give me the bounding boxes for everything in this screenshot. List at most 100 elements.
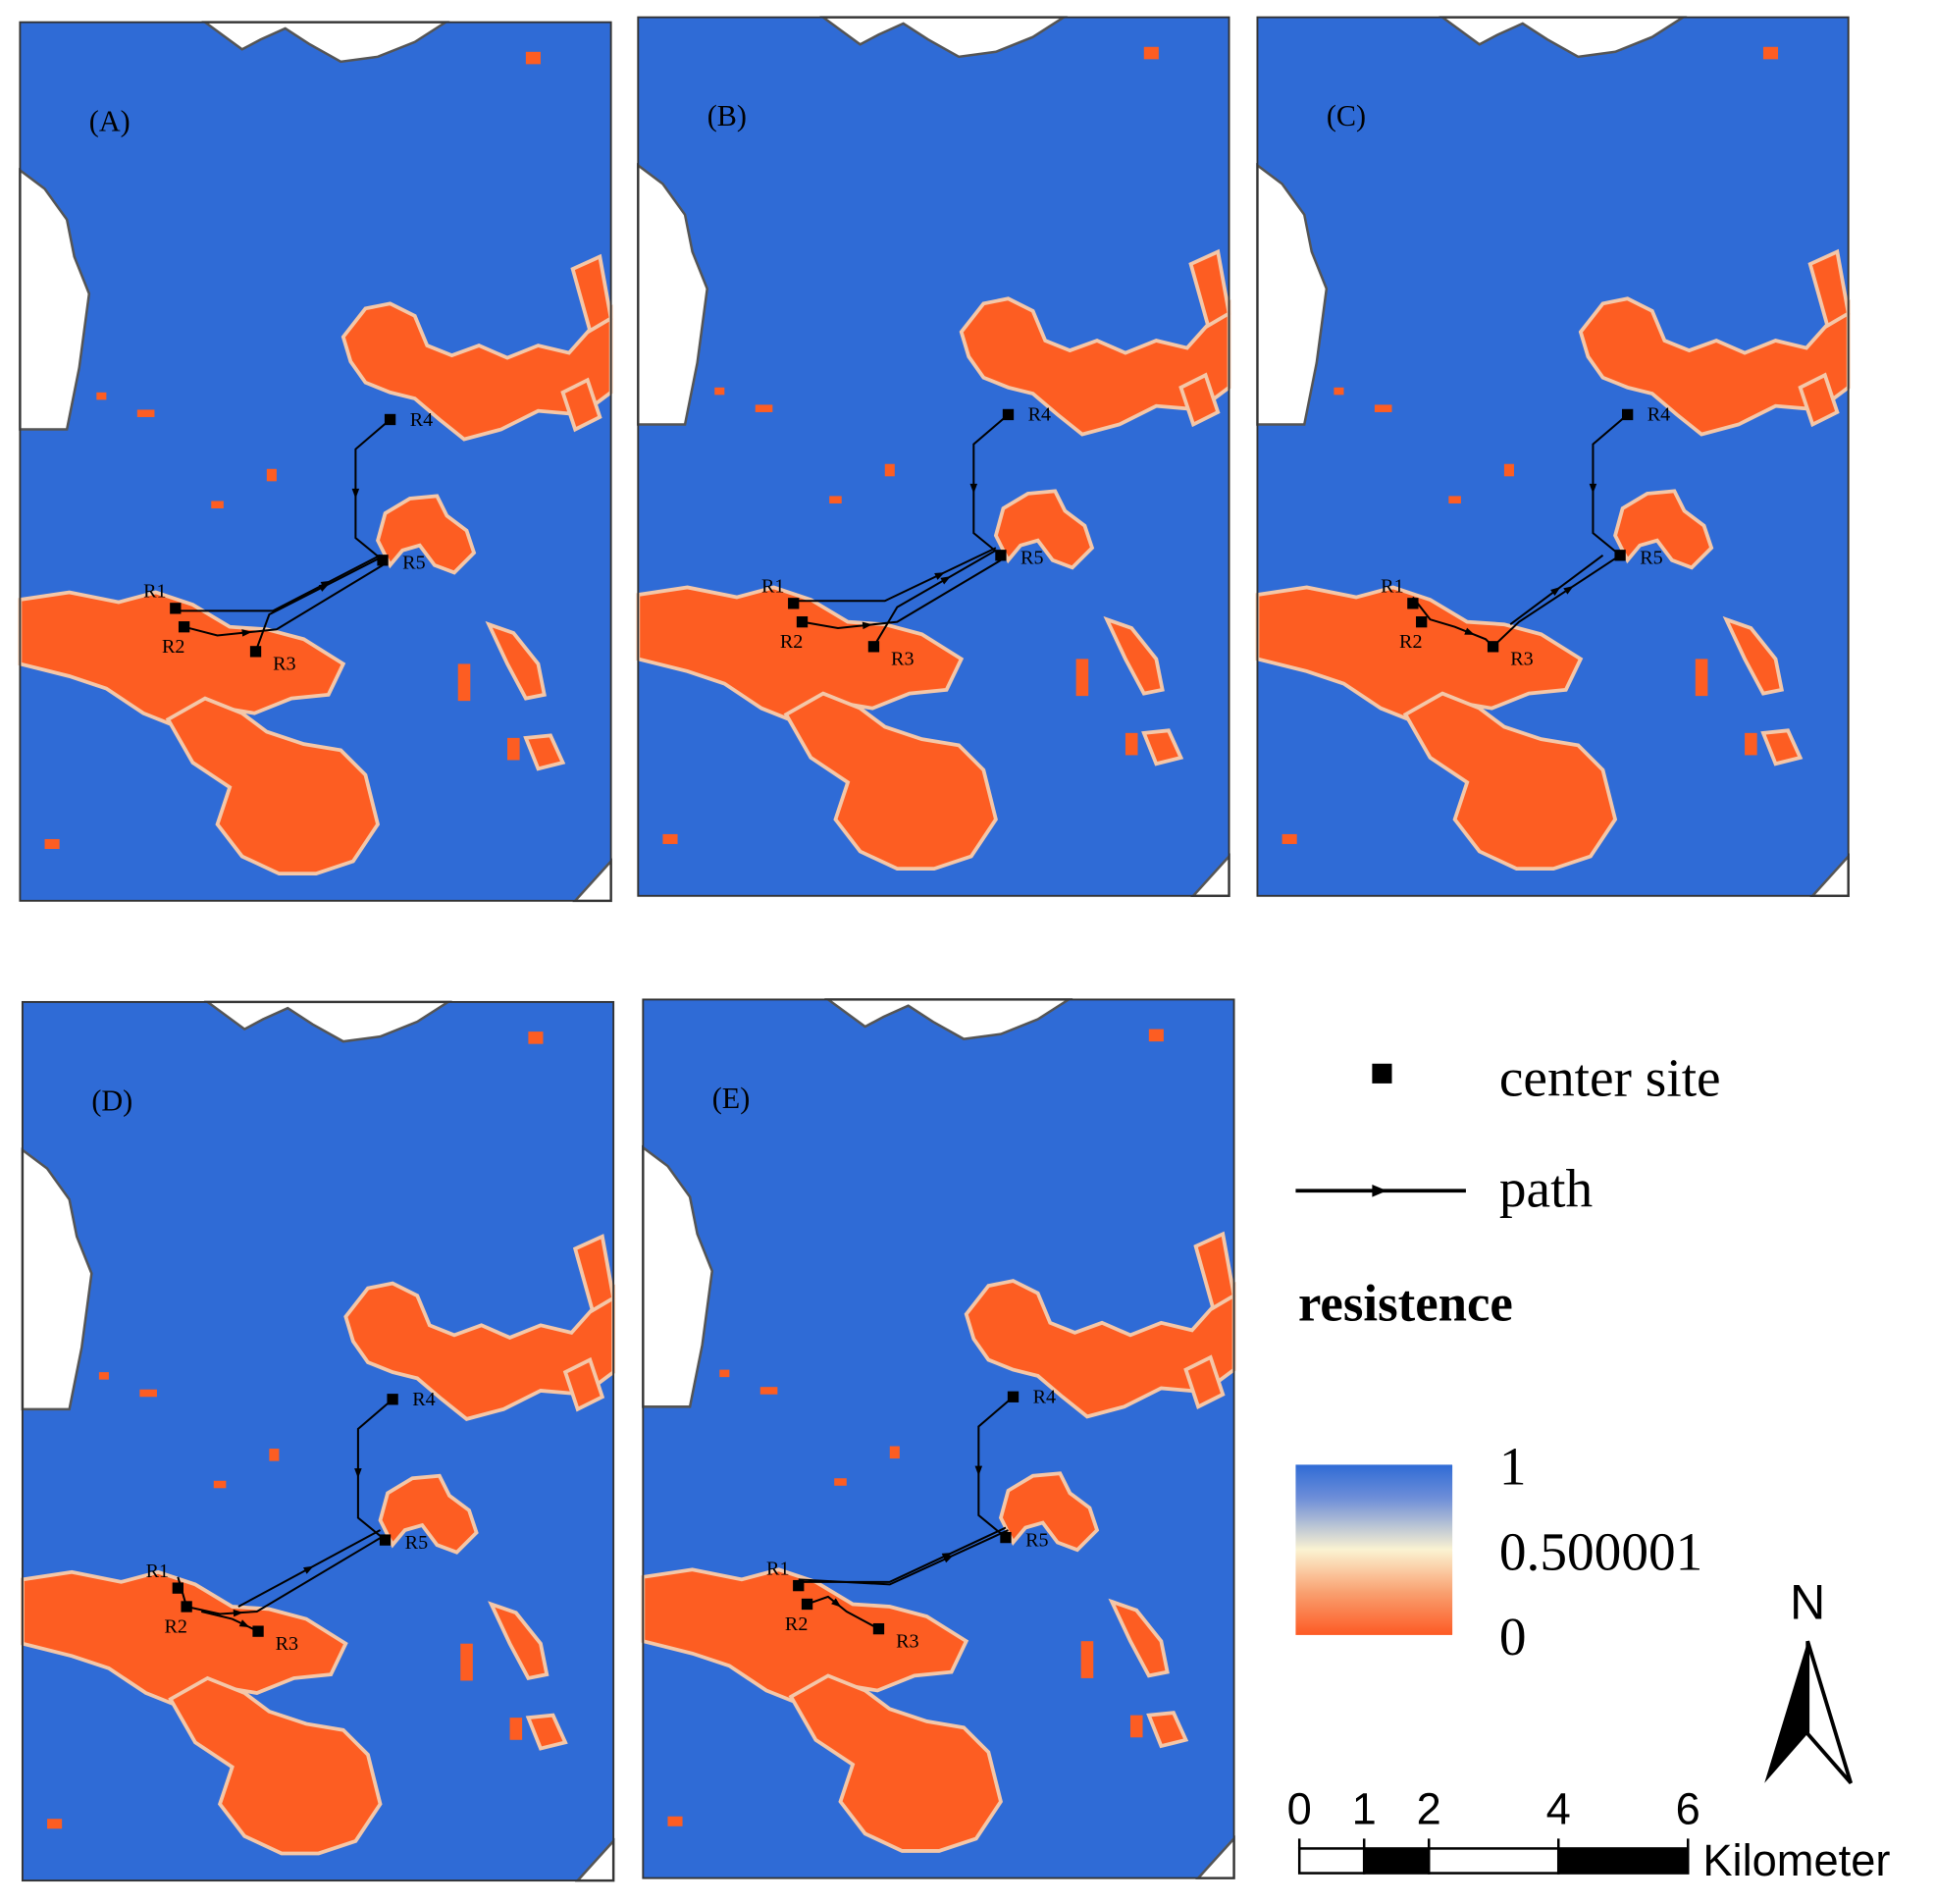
path-line — [175, 554, 381, 612]
site-label: R3 — [896, 1630, 918, 1652]
site-label: R4 — [1033, 1387, 1056, 1408]
center-site — [1007, 1391, 1020, 1402]
path-arrow — [1372, 1184, 1387, 1197]
path-arrow — [934, 572, 945, 580]
legend-path: path — [1499, 1159, 1593, 1219]
path-arrow — [1589, 483, 1597, 494]
center-site — [995, 550, 1007, 561]
center-site — [170, 603, 182, 614]
scale-segment — [1427, 1847, 1560, 1875]
site-label: R2 — [1399, 631, 1422, 653]
site-label: R2 — [780, 631, 803, 653]
path-arrow — [241, 629, 252, 637]
legend-title: resistence — [1298, 1275, 1513, 1332]
path-arrow — [1563, 585, 1574, 595]
path-arrow — [1550, 586, 1561, 597]
panel-label: (E) — [712, 1082, 751, 1115]
panel-label: (C) — [1327, 99, 1366, 132]
center-site — [1000, 1531, 1012, 1544]
map-panel: (D) R1 R2 R3 R4 R5 — [21, 1000, 616, 1882]
site-label: R3 — [276, 1633, 298, 1655]
north-arrow-left — [1764, 1641, 1808, 1783]
site-label: R5 — [1640, 548, 1662, 569]
site-label: R2 — [785, 1613, 808, 1635]
path-arrow — [974, 1465, 983, 1476]
scale-segment — [1362, 1847, 1431, 1875]
ramp-tick-label: 1 — [1499, 1437, 1527, 1497]
center-site — [172, 1582, 183, 1594]
path-arrow — [831, 1598, 842, 1608]
panel-label: (A) — [89, 104, 131, 137]
basemap — [18, 20, 613, 903]
center-site — [801, 1598, 813, 1611]
path-arrow — [351, 488, 360, 499]
center-site — [379, 1534, 392, 1546]
center-site — [793, 1579, 805, 1592]
center-site — [178, 621, 190, 633]
path-arrow — [969, 483, 978, 494]
path-line — [798, 1526, 1007, 1583]
site-label: R2 — [165, 1615, 187, 1637]
map-panel: (B) R1 R2 R3 R4 R5 — [636, 15, 1231, 898]
basemap — [1255, 15, 1851, 898]
center-site — [1487, 641, 1499, 653]
basemap — [641, 997, 1236, 1880]
path-arrow — [941, 1553, 953, 1560]
north-arrow: N — [1764, 1574, 1854, 1785]
center-site — [249, 646, 262, 658]
center-site — [1416, 616, 1428, 628]
legend: center site path resistence 1 0.500001 0 — [1295, 1047, 1721, 1666]
path-arrow — [238, 1619, 250, 1628]
center-site — [788, 598, 800, 609]
site-label: R1 — [143, 581, 166, 603]
path-arrow — [318, 583, 330, 592]
center-site — [1614, 550, 1626, 561]
site-label: R4 — [1028, 404, 1051, 426]
north-arrow-right — [1805, 1640, 1854, 1785]
legend-center-site: center site — [1499, 1047, 1721, 1107]
path-arrow — [233, 1609, 243, 1617]
scale-tick-label: 0 — [1287, 1783, 1312, 1833]
panel-label: (D) — [91, 1084, 132, 1118]
center-site-symbol — [1372, 1063, 1392, 1084]
site-label: R1 — [146, 1560, 169, 1582]
center-site — [867, 641, 880, 653]
center-site — [796, 616, 809, 628]
ramp-tick-label: 0.500001 — [1499, 1521, 1702, 1581]
center-site — [252, 1625, 264, 1637]
site-label: R2 — [162, 636, 184, 658]
path-arrow — [862, 621, 873, 630]
site-label: R5 — [405, 1532, 428, 1554]
site-label: R5 — [1025, 1529, 1048, 1551]
site-label: R1 — [761, 575, 784, 597]
path-line — [1491, 554, 1621, 648]
path-line — [177, 1534, 387, 1615]
site-label: R3 — [891, 649, 914, 670]
path-arrow — [354, 1468, 362, 1479]
map-panel: (C) R1 R2 R3 R4 R5 — [1255, 15, 1851, 898]
basemap — [636, 15, 1231, 898]
center-site — [384, 413, 396, 426]
site-label: R1 — [766, 1558, 789, 1579]
north-label: N — [1790, 1574, 1825, 1630]
scale-unit: Kilometer — [1702, 1835, 1890, 1885]
site-label: R5 — [1020, 548, 1043, 569]
site-label: R4 — [1647, 404, 1670, 426]
ramp-tick-label: 0 — [1499, 1607, 1527, 1666]
path-arrow — [1464, 627, 1476, 635]
map-panel: (E) R1 R2 R3 R4 R5 — [641, 997, 1236, 1880]
scale-tick-label: 1 — [1352, 1783, 1377, 1833]
site-label: R4 — [410, 409, 433, 431]
center-site — [1407, 598, 1419, 609]
center-site — [1002, 408, 1015, 421]
path-arrow — [940, 576, 951, 585]
map-panel: (A) R1 R2 R3 R4 R5 — [18, 20, 613, 903]
site-label: R5 — [402, 553, 425, 574]
site-label: R1 — [1381, 575, 1403, 597]
path-line — [872, 549, 997, 648]
path-arrow — [303, 1565, 314, 1574]
scale-tick-label: 2 — [1417, 1783, 1441, 1833]
panel-label: (B) — [707, 99, 747, 132]
center-site — [872, 1622, 885, 1635]
